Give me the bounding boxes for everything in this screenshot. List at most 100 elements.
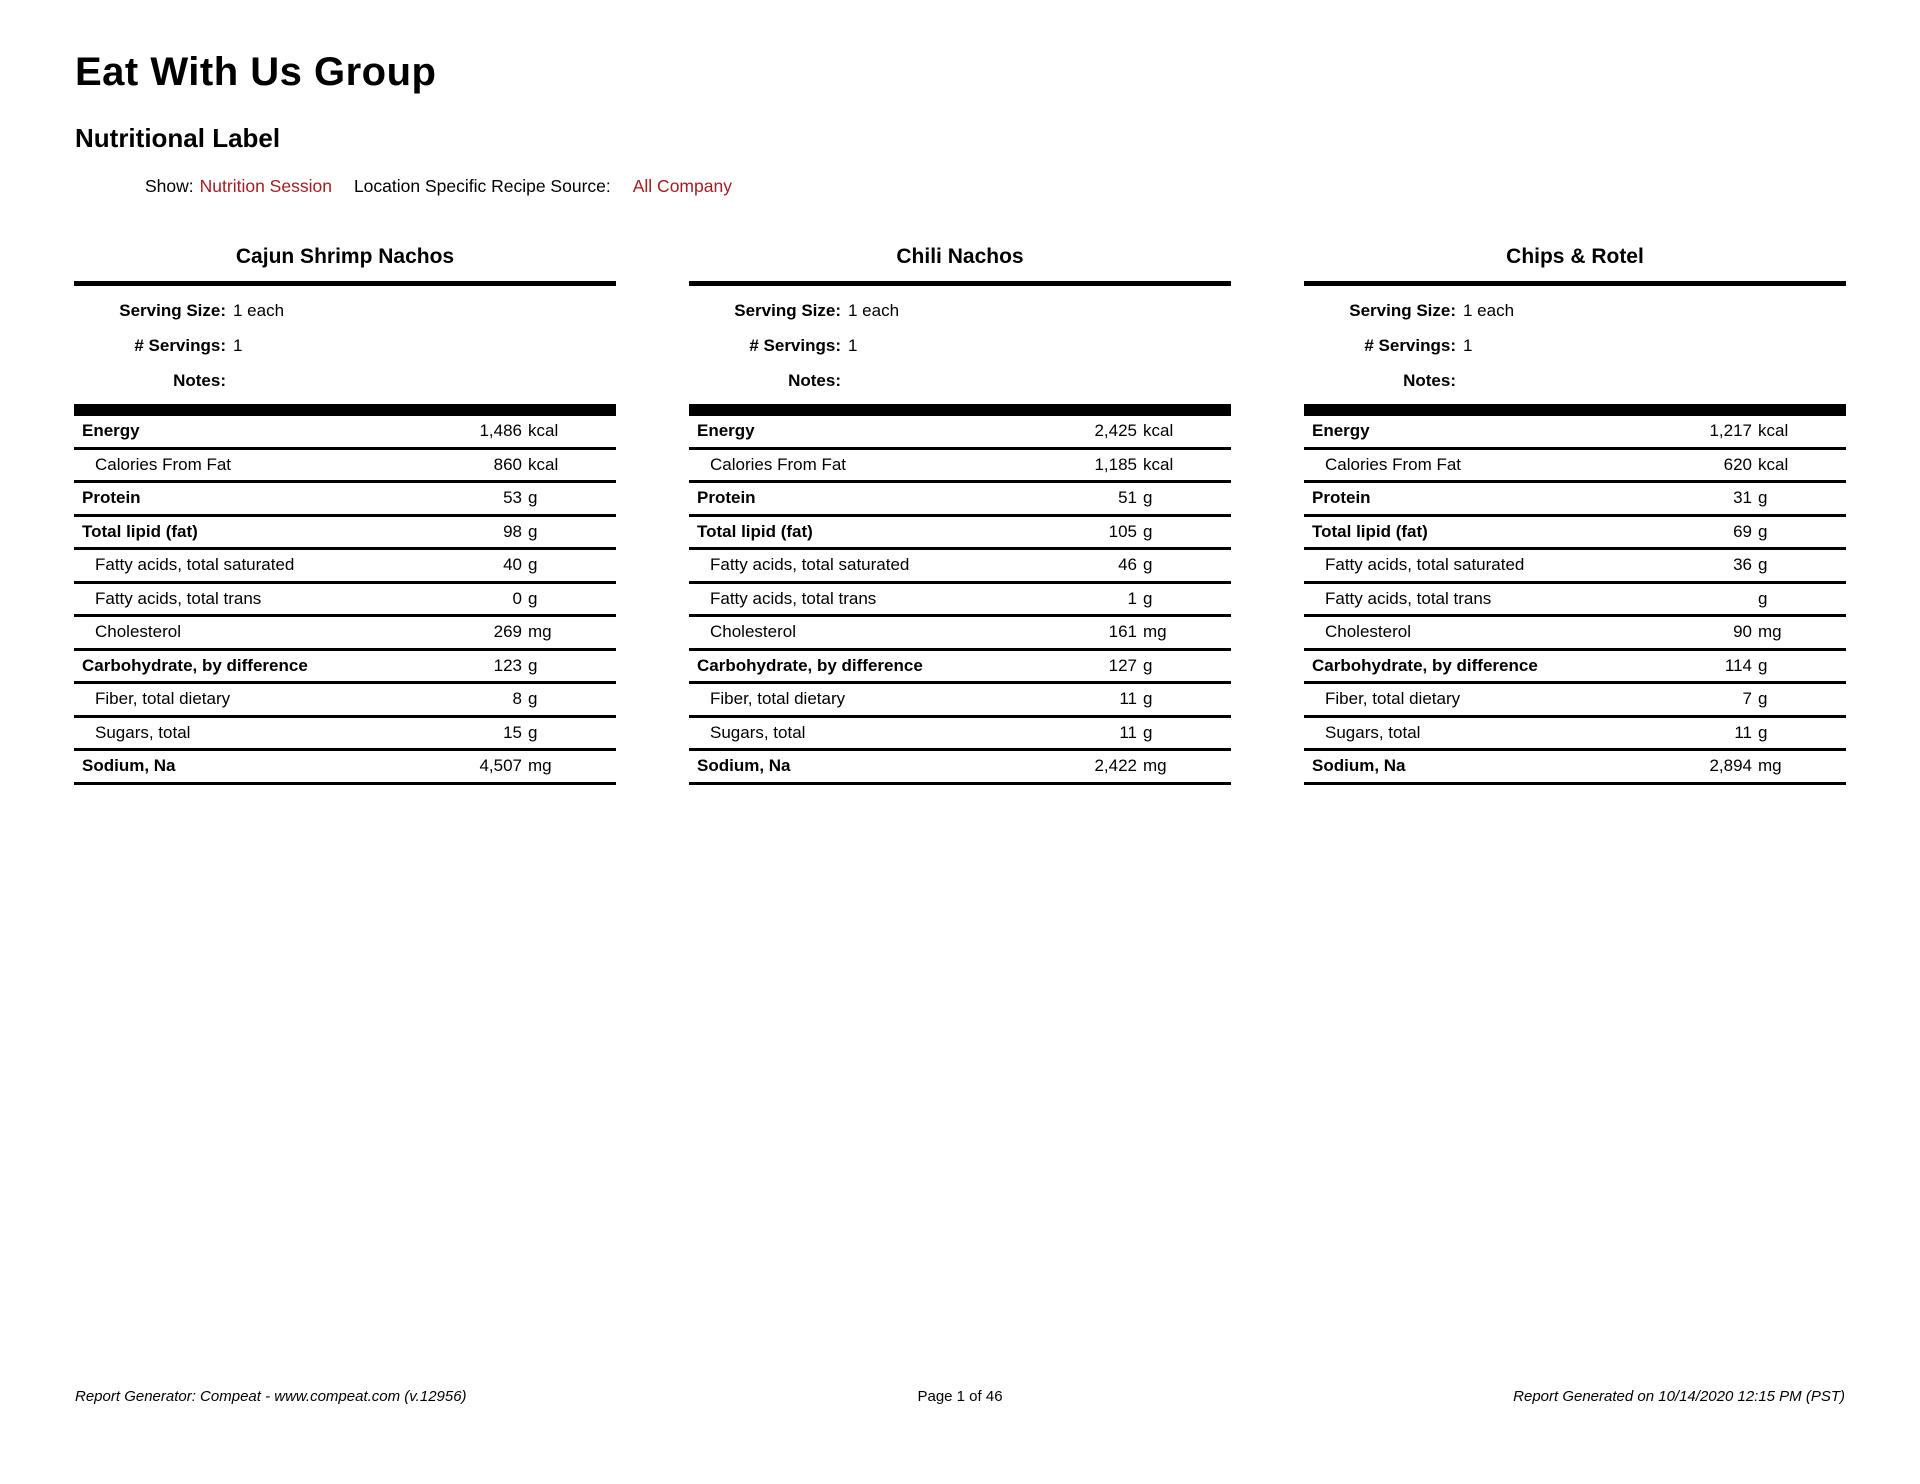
serving-info: Serving Size: 1 each # Servings: 1 Notes… — [689, 286, 1231, 404]
notes-line: Notes: — [1304, 363, 1846, 398]
nutrient-unit: g — [1143, 555, 1153, 575]
nutrient-label: Protein — [697, 488, 756, 508]
nutrient-value: 11 — [1119, 722, 1137, 742]
page-number: Page 1 of 46 — [917, 1388, 1003, 1405]
nutrient-label: Fatty acids, total saturated — [95, 555, 295, 575]
nutrient-unit: g — [528, 722, 538, 742]
nutrient-label: Protein — [1312, 488, 1371, 508]
nutrient-value: 46 — [1118, 555, 1137, 575]
nutrient-value: 1,486 — [479, 421, 522, 441]
nutrient-row: Sodium, Na 2,422 mg — [689, 751, 1231, 785]
report-generator-text: Report Generator: Compeat - www.compeat.… — [75, 1388, 467, 1405]
nutrient-value: 2,422 — [1094, 756, 1137, 776]
nutrient-value: 8 — [512, 689, 522, 709]
nutrient-value: 36 — [1733, 555, 1752, 575]
nutrient-unit: g — [528, 521, 538, 541]
nutrient-row: Protein 31 g — [1304, 483, 1846, 517]
nutrient-label: Sodium, Na — [1312, 756, 1406, 776]
title-divider — [689, 281, 1231, 286]
nutrient-value: 1,217 — [1709, 421, 1752, 441]
nutrition-label-card: Cajun Shrimp Nachos Serving Size: 1 each… — [74, 245, 616, 785]
nutrient-label: Sodium, Na — [82, 756, 176, 776]
nutrient-label: Carbohydrate, by difference — [82, 655, 308, 675]
nutrient-label: Energy — [697, 421, 755, 441]
serving-size-value: 1 each — [1463, 301, 1515, 320]
nutrient-row: Fiber, total dietary 7 g — [1304, 684, 1846, 718]
nutrient-value: 114 — [1724, 655, 1752, 675]
nutrient-label: Fatty acids, total trans — [1325, 588, 1492, 608]
notes-line: Notes: — [74, 363, 616, 398]
nutrient-value: 123 — [493, 655, 522, 675]
nutrient-row: Fatty acids, total trans g — [1304, 584, 1846, 617]
nutrient-row: Cholesterol 161 mg — [689, 617, 1231, 651]
nutrition-label-card: Chips & Rotel Serving Size: 1 each # Ser… — [1304, 245, 1846, 785]
nutrient-value: 1 — [1127, 588, 1137, 608]
servings-value: 1 — [233, 336, 243, 355]
nutrient-rows: Energy 1,486 kcal Calories From Fat 860 kcal P… — [74, 416, 616, 785]
nutrient-value: 860 — [493, 454, 522, 474]
nutrition-labels-row: Cajun Shrimp Nachos Serving Size: 1 each… — [0, 245, 1920, 785]
serving-size-label: Serving Size: — [119, 301, 226, 320]
report-footer: Report Generator: Compeat - www.compeat.… — [75, 1388, 1845, 1405]
nutrient-unit: g — [1143, 655, 1153, 675]
nutrient-label: Fiber, total dietary — [710, 689, 846, 709]
nutrient-unit: mg — [528, 622, 552, 642]
nutrient-value: 15 — [503, 722, 522, 742]
nutrient-value: 269 — [493, 622, 522, 642]
serving-size-line: Serving Size: 1 each — [74, 293, 616, 328]
nutrient-row: Energy 2,425 kcal — [689, 416, 1231, 450]
nutrient-label: Cholesterol — [710, 622, 796, 642]
nutrient-value: 11 — [1119, 689, 1137, 709]
serving-info: Serving Size: 1 each # Servings: 1 Notes… — [74, 286, 616, 404]
nutrient-row: Carbohydrate, by difference 127 g — [689, 651, 1231, 684]
nutrient-unit: g — [1143, 521, 1153, 541]
nutrient-value: 127 — [1108, 655, 1137, 675]
nutrient-value: 7 — [1742, 689, 1752, 709]
nutrient-rows: Energy 1,217 kcal Calories From Fat 620 kcal P… — [1304, 416, 1846, 785]
servings-line: # Servings: 1 — [689, 328, 1231, 363]
serving-size-line: Serving Size: 1 each — [1304, 293, 1846, 328]
nutrient-unit: kcal — [528, 421, 559, 441]
servings-value: 1 — [848, 336, 858, 355]
nutrient-rows: Energy 2,425 kcal Calories From Fat 1,185 kca… — [689, 416, 1231, 785]
nutrient-unit: g — [1758, 555, 1768, 575]
show-value: Nutrition Session — [199, 176, 332, 196]
notes-value — [226, 363, 233, 398]
nutrient-unit: mg — [1143, 622, 1167, 642]
report-header: Eat With Us Group Nutritional Label Show… — [0, 0, 1920, 197]
nutrient-label: Protein — [82, 488, 141, 508]
nutrient-label: Cholesterol — [95, 622, 181, 642]
nutrient-unit: kcal — [1758, 421, 1789, 441]
title-divider — [74, 281, 616, 286]
nutrient-row: Protein 53 g — [74, 483, 616, 517]
nutrient-label: Sodium, Na — [697, 756, 791, 776]
nutrient-row: Total lipid (fat) 98 g — [74, 517, 616, 550]
nutrient-row: Fatty acids, total saturated 40 g — [74, 550, 616, 584]
nutrient-value: 161 — [1108, 622, 1137, 642]
nutrient-unit: mg — [528, 756, 552, 776]
nutrient-label: Fatty acids, total saturated — [1325, 555, 1525, 575]
nutrient-label: Fatty acids, total trans — [95, 588, 262, 608]
nutrient-row: Calories From Fat 1,185 kcal — [689, 450, 1231, 483]
nutrient-row: Calories From Fat 860 kcal — [74, 450, 616, 483]
nutrient-label: Energy — [1312, 421, 1370, 441]
nutrient-row: Calories From Fat 620 kcal — [1304, 450, 1846, 483]
nutrient-unit: g — [528, 689, 538, 709]
nutrient-value: 11 — [1734, 722, 1752, 742]
servings-value: 1 — [1463, 336, 1473, 355]
nutrient-row: Sugars, total 15 g — [74, 718, 616, 751]
nutrient-unit: g — [1758, 588, 1768, 608]
section-divider-bar — [689, 404, 1231, 416]
serving-size-value: 1 each — [848, 301, 900, 320]
section-divider-bar — [1304, 404, 1846, 416]
nutrient-unit: g — [528, 488, 538, 508]
nutrient-unit: g — [1143, 488, 1153, 508]
notes-label: Notes: — [788, 371, 841, 390]
nutrient-value: 90 — [1733, 622, 1752, 642]
nutrient-label: Sugars, total — [710, 722, 806, 742]
nutrient-row: Sugars, total 11 g — [1304, 718, 1846, 751]
nutrient-value: 2,894 — [1709, 756, 1752, 776]
nutrient-row: Fiber, total dietary 8 g — [74, 684, 616, 718]
nutrient-label: Calories From Fat — [95, 454, 232, 474]
report-generated-timestamp: Report Generated on 10/14/2020 12:15 PM … — [1513, 1388, 1846, 1405]
